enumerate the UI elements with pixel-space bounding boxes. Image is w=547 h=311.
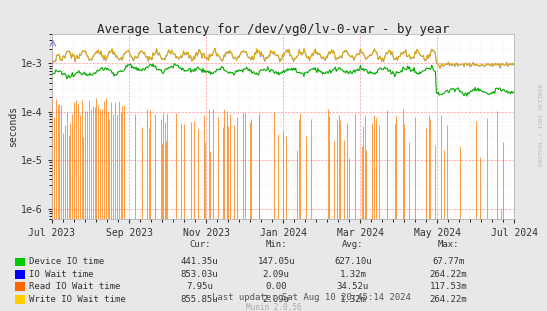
Text: 34.52u: 34.52u [337, 282, 369, 291]
Text: 441.35u: 441.35u [181, 258, 218, 266]
Text: 147.05u: 147.05u [258, 258, 295, 266]
Text: 1.32m: 1.32m [339, 270, 366, 279]
Text: Min:: Min: [265, 240, 287, 249]
Text: 7.95u: 7.95u [186, 282, 213, 291]
Text: Write IO Wait time: Write IO Wait time [29, 295, 126, 304]
Text: Munin 2.0.56: Munin 2.0.56 [246, 304, 301, 311]
Text: 1.32m: 1.32m [339, 295, 366, 304]
Text: IO Wait time: IO Wait time [29, 270, 94, 279]
Text: 264.22m: 264.22m [430, 270, 467, 279]
Text: 67.77m: 67.77m [433, 258, 464, 266]
Y-axis label: seconds: seconds [8, 106, 18, 147]
Text: Last update: Sat Aug 10 20:45:14 2024: Last update: Sat Aug 10 20:45:14 2024 [212, 294, 411, 302]
Text: 853.03u: 853.03u [181, 270, 218, 279]
Text: Device IO time: Device IO time [29, 258, 104, 266]
Text: Read IO Wait time: Read IO Wait time [29, 282, 120, 291]
Text: Cur:: Cur: [189, 240, 211, 249]
Text: 2.09u: 2.09u [263, 270, 290, 279]
Text: Max:: Max: [438, 240, 459, 249]
Text: 264.22m: 264.22m [430, 295, 467, 304]
Text: Average latency for /dev/vg0/lv-0-var - by year: Average latency for /dev/vg0/lv-0-var - … [97, 23, 450, 36]
Text: RRDTOOL / TOBI OETIKER: RRDTOOL / TOBI OETIKER [538, 83, 543, 166]
Text: 2.09u: 2.09u [263, 295, 290, 304]
Text: 627.10u: 627.10u [334, 258, 371, 266]
Text: Avg:: Avg: [342, 240, 364, 249]
Text: 0.00: 0.00 [265, 282, 287, 291]
Text: 855.85u: 855.85u [181, 295, 218, 304]
Text: 117.53m: 117.53m [430, 282, 467, 291]
